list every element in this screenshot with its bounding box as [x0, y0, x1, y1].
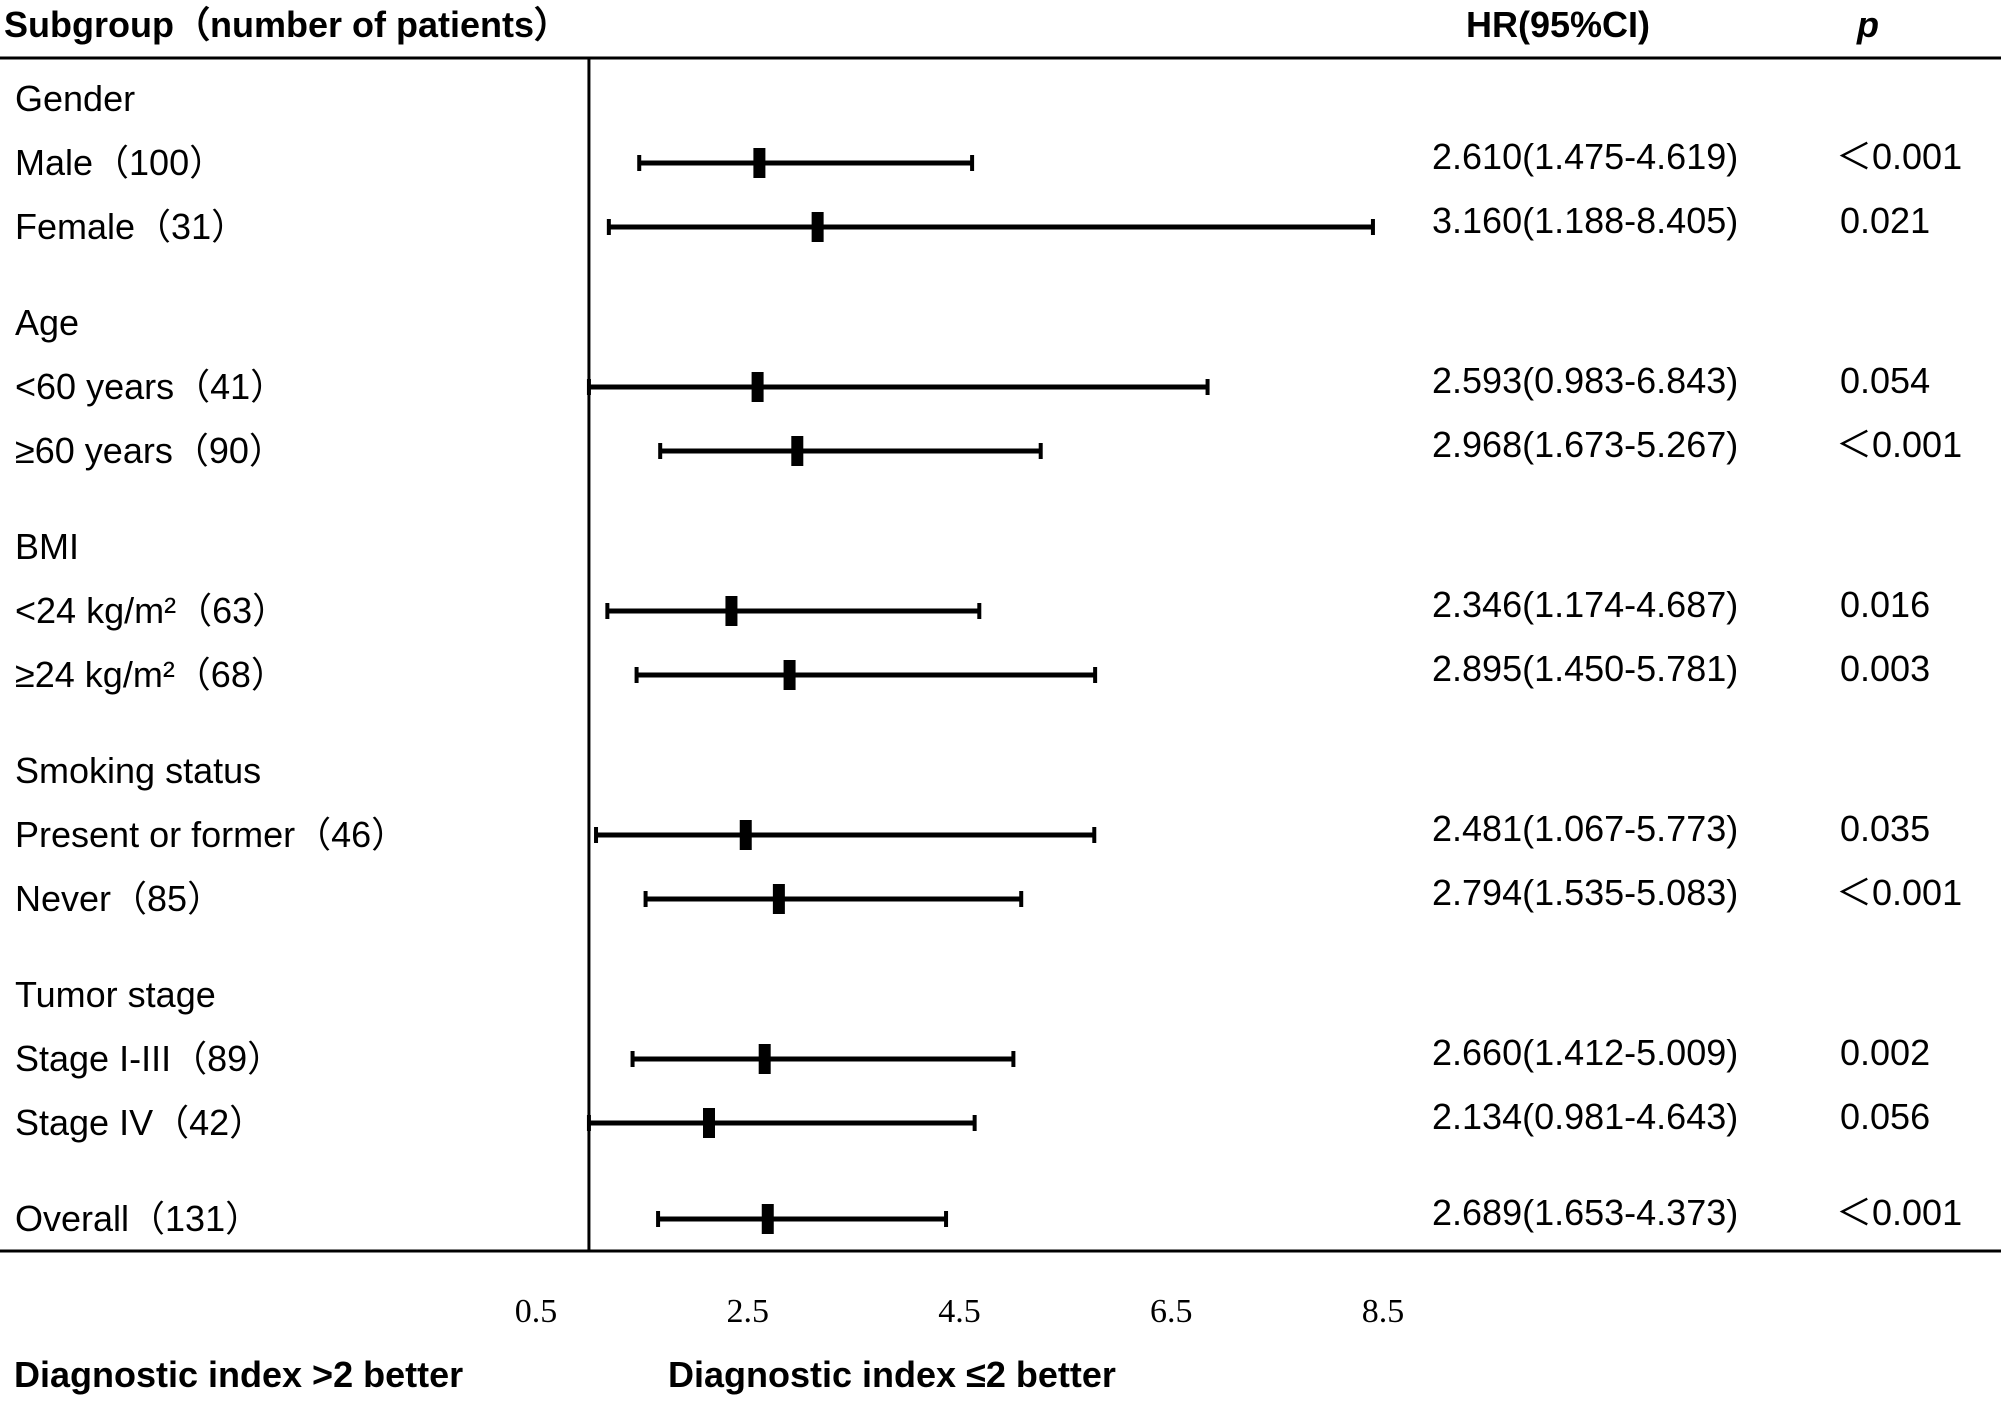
subgroup-label: Stage IV（42） — [15, 1102, 266, 1143]
subgroup-column-header: Subgroup（number of patients） — [4, 4, 570, 45]
p-value: 0.054 — [1840, 360, 1931, 401]
p-value: 0.056 — [1840, 1096, 1931, 1137]
hr-point-estimate — [761, 1204, 774, 1234]
p-value: ＜0.001 — [1836, 1192, 1963, 1233]
left-favor-label: Diagnostic index >2 better — [14, 1354, 464, 1395]
group-heading: BMI — [15, 526, 80, 567]
subgroup-label: ≥60 years（90） — [15, 430, 285, 471]
p-value: 0.002 — [1840, 1032, 1931, 1073]
x-tick-label: 8.5 — [1362, 1293, 1405, 1330]
hr-point-estimate — [791, 436, 804, 466]
x-tick-label: 2.5 — [727, 1293, 770, 1330]
hr-ci-value: 2.968(1.673-5.267) — [1432, 424, 1739, 465]
p-value: ＜0.001 — [1836, 424, 1963, 465]
p-value: 0.003 — [1840, 648, 1931, 689]
subgroup-label: <24 kg/m²（63） — [15, 590, 289, 631]
hr-point-estimate — [758, 1044, 771, 1074]
hr-point-estimate — [772, 884, 785, 914]
p-value: 0.035 — [1840, 808, 1931, 849]
hr-point-estimate — [725, 596, 738, 626]
subgroup-label: Stage I-III（89） — [15, 1038, 284, 1079]
x-tick-label: 4.5 — [938, 1293, 981, 1330]
subgroup-label: Present or former（46） — [15, 814, 408, 855]
hr-point-estimate — [702, 1108, 715, 1138]
subgroup-label: <60 years（41） — [15, 366, 287, 407]
x-tick-label: 0.5 — [515, 1293, 558, 1330]
hr-point-estimate — [751, 372, 764, 402]
hr-ci-value: 2.794(1.535-5.083) — [1432, 872, 1739, 913]
p-value: 0.021 — [1840, 200, 1931, 241]
group-heading: Age — [15, 302, 80, 343]
hr-ci-value: 2.689(1.653-4.373) — [1432, 1192, 1739, 1233]
hr-point-estimate — [811, 212, 824, 242]
subgroup-label: Overall（131） — [15, 1198, 262, 1239]
hr-ci-value: 2.481(1.067-5.773) — [1432, 808, 1739, 849]
right-favor-label: Diagnostic index ≤2 better — [668, 1354, 1116, 1395]
hr-ci-value: 2.895(1.450-5.781) — [1432, 648, 1739, 689]
hr-ci-value: 2.660(1.412-5.009) — [1432, 1032, 1739, 1073]
hr-point-estimate — [783, 660, 796, 690]
hr-ci-value: 3.160(1.188-8.405) — [1432, 200, 1739, 241]
hr-ci-value: 2.593(0.983-6.843) — [1432, 360, 1739, 401]
p-column-header: p — [1857, 4, 1879, 45]
p-value: ＜0.001 — [1836, 872, 1963, 913]
hr-point-estimate — [753, 148, 766, 178]
group-heading: Tumor stage — [15, 974, 216, 1015]
subgroup-label: Male（100） — [15, 142, 226, 183]
group-heading: Gender — [15, 78, 136, 119]
x-tick-label: 6.5 — [1150, 1293, 1193, 1330]
subgroup-label: ≥24 kg/m²（68） — [15, 654, 287, 695]
hr-ci-value: 2.346(1.174-4.687) — [1432, 584, 1739, 625]
hr-ci-value: 2.134(0.981-4.643) — [1432, 1096, 1739, 1137]
hr-ci-value: 2.610(1.475-4.619) — [1432, 136, 1739, 177]
p-value: 0.016 — [1840, 584, 1931, 625]
group-heading: Smoking status — [15, 750, 262, 791]
hr-column-header: HR(95%CI) — [1466, 4, 1651, 45]
subgroup-label: Never（85） — [15, 878, 224, 919]
hr-point-estimate — [739, 820, 752, 850]
subgroup-label: Female（31） — [15, 206, 248, 247]
p-value: ＜0.001 — [1836, 136, 1963, 177]
